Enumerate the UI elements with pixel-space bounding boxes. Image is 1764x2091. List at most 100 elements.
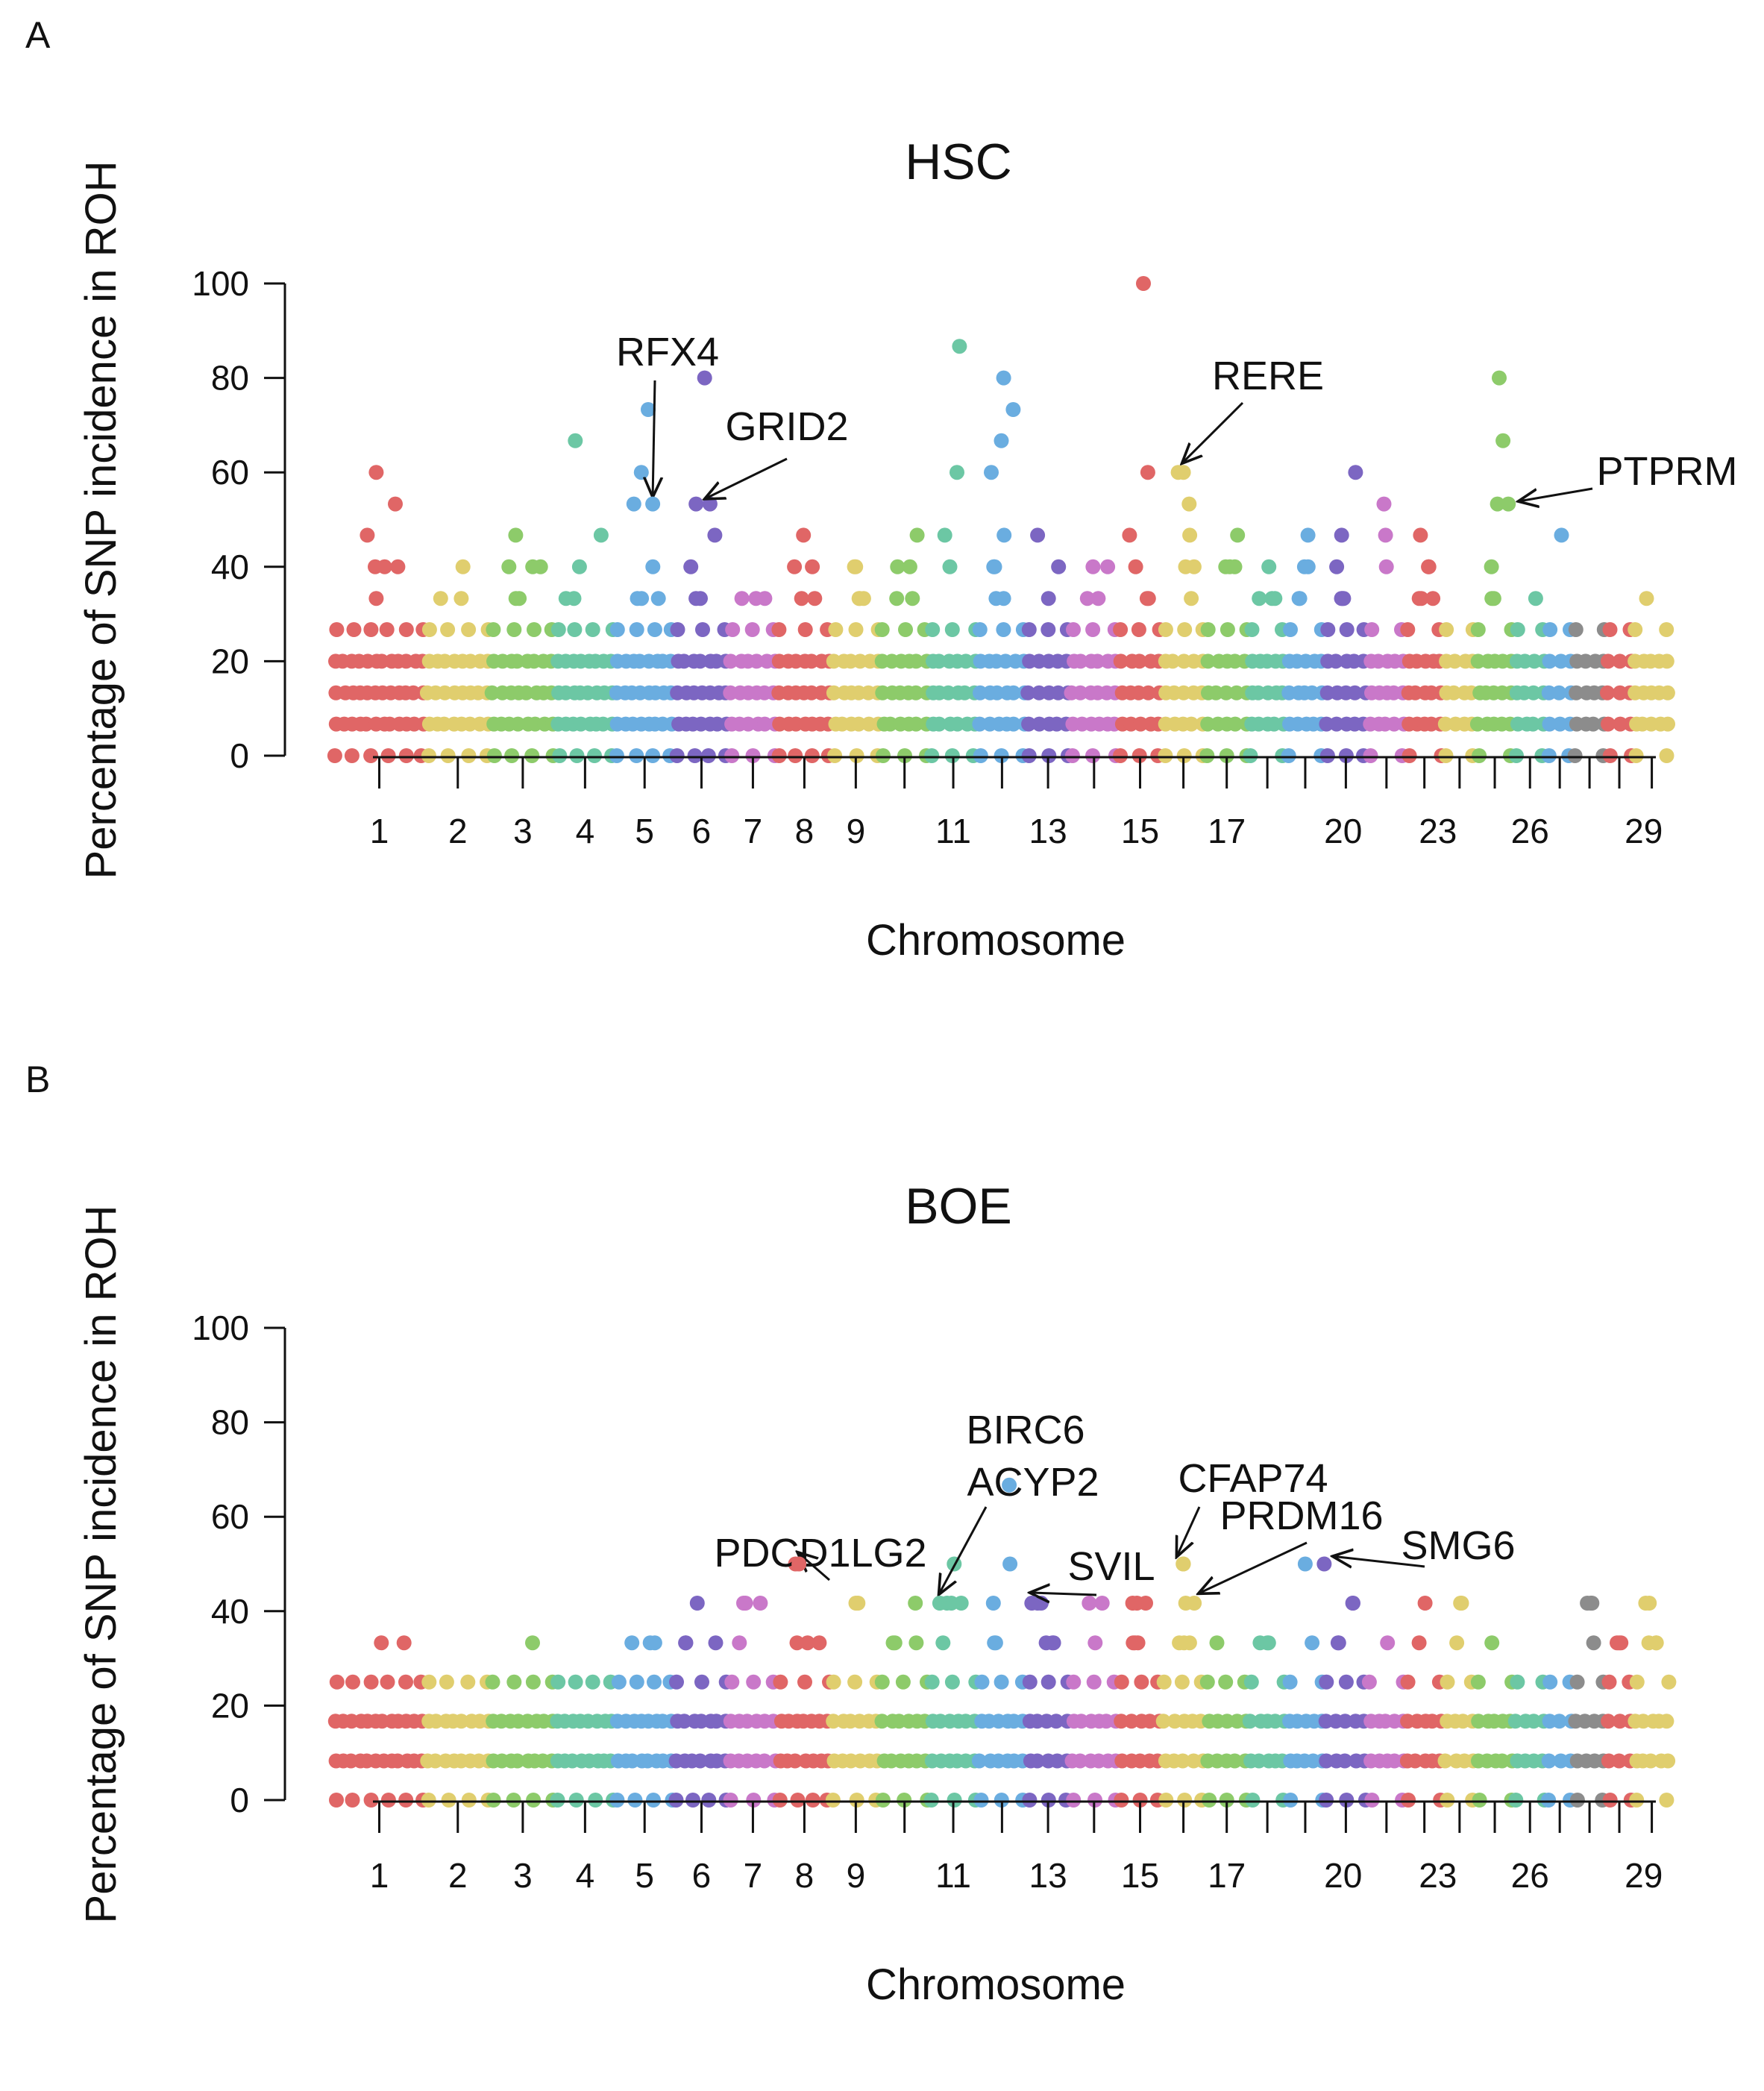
annotation-arrow	[706, 457, 788, 498]
data-point	[1586, 1635, 1601, 1651]
data-point	[985, 1596, 1001, 1611]
data-point	[1440, 1674, 1455, 1690]
data-point	[908, 1635, 924, 1651]
annotation-label: PDCD1LG2	[714, 1531, 926, 1576]
data-point	[1230, 527, 1246, 543]
data-point	[1319, 1674, 1334, 1690]
data-point	[390, 559, 406, 574]
data-point	[1541, 748, 1557, 763]
data-point	[453, 1714, 469, 1729]
data-point	[1051, 559, 1067, 574]
data-point	[609, 1793, 625, 1808]
data-point	[1282, 1674, 1298, 1690]
data-point	[1122, 527, 1137, 543]
data-point	[379, 622, 395, 637]
data-point	[585, 1674, 600, 1690]
data-point	[510, 716, 526, 732]
data-point	[1525, 716, 1541, 732]
data-point	[1568, 622, 1583, 637]
data-point	[1177, 1793, 1193, 1808]
annotation-label: PRDM16	[1220, 1493, 1383, 1538]
data-point	[1611, 1753, 1627, 1769]
data-point	[952, 339, 967, 354]
data-point	[501, 559, 517, 574]
annotation-label: SMG6	[1401, 1523, 1515, 1568]
data-point	[1643, 1753, 1659, 1769]
data-point	[1209, 1635, 1225, 1651]
data-point	[932, 716, 947, 732]
panel-b: B BOE 0 20 40 60 80 100 Percentage of SNP incid…	[0, 1044, 1764, 2081]
data-point	[694, 1674, 709, 1690]
data-point	[1114, 1674, 1129, 1690]
data-point	[1601, 653, 1616, 669]
data-point	[708, 1635, 724, 1651]
y-tick-label: 80	[211, 1403, 249, 1442]
data-point	[1484, 559, 1499, 574]
data-point	[794, 591, 809, 606]
data-point	[812, 1635, 827, 1651]
data-point	[1648, 1635, 1664, 1651]
data-point	[669, 748, 685, 763]
x-tick-label: 11	[935, 812, 971, 850]
data-point	[508, 591, 524, 606]
panel-letter: B	[25, 1059, 51, 1100]
data-point	[1305, 1635, 1320, 1651]
data-point	[1244, 622, 1260, 637]
data-point	[1040, 591, 1056, 606]
annotation-label: GRID2	[725, 404, 848, 449]
data-point	[685, 1793, 700, 1808]
data-point	[677, 1714, 692, 1729]
data-point	[1551, 685, 1567, 700]
data-point	[1661, 1674, 1677, 1690]
data-point	[670, 622, 685, 637]
data-point	[1200, 716, 1216, 732]
data-point	[634, 591, 650, 606]
data-point	[825, 1793, 841, 1808]
data-point	[700, 748, 716, 763]
data-point	[525, 1674, 541, 1690]
data-point	[363, 1793, 379, 1808]
data-point	[1402, 748, 1417, 763]
data-point	[827, 748, 843, 763]
data-point	[380, 748, 396, 763]
data-point	[1021, 748, 1037, 763]
x-tick-label: 15	[1121, 1856, 1159, 1895]
x-tick-label: 15	[1121, 812, 1159, 850]
data-point	[569, 748, 585, 763]
data-point	[974, 1674, 990, 1690]
data-point	[1184, 716, 1199, 732]
data-point	[461, 622, 477, 637]
data-point	[1138, 1596, 1153, 1611]
data-point	[460, 1674, 476, 1690]
data-point	[509, 653, 525, 669]
data-point	[1243, 748, 1258, 763]
data-point	[1319, 748, 1335, 763]
x-tick-label: 26	[1511, 812, 1549, 850]
data-point	[1136, 276, 1151, 291]
data-point	[1320, 622, 1336, 637]
data-point	[642, 1635, 658, 1651]
data-point	[1165, 653, 1181, 669]
data-point	[421, 748, 436, 763]
data-point	[851, 591, 867, 606]
data-point	[944, 748, 960, 763]
data-point	[1542, 622, 1558, 637]
data-point	[1131, 653, 1147, 669]
data-point	[1242, 1714, 1258, 1729]
data-point	[942, 559, 958, 574]
annotation-label: RFX4	[616, 330, 719, 374]
panel-a: A HSC 0 20 40 60 80 100 Percentage of SNP incid…	[0, 0, 1764, 1037]
x-tick-label: 23	[1419, 812, 1457, 850]
data-point	[1281, 748, 1296, 763]
data-point	[723, 653, 738, 669]
data-point	[1079, 591, 1095, 606]
data-point	[1085, 559, 1101, 574]
data-point	[1659, 653, 1674, 669]
data-point	[923, 1793, 939, 1808]
data-point	[566, 591, 582, 606]
data-point	[1446, 685, 1461, 700]
data-point	[1417, 1596, 1433, 1611]
panel-letter: A	[25, 14, 51, 56]
data-point	[1090, 653, 1105, 669]
data-point	[1113, 622, 1129, 637]
